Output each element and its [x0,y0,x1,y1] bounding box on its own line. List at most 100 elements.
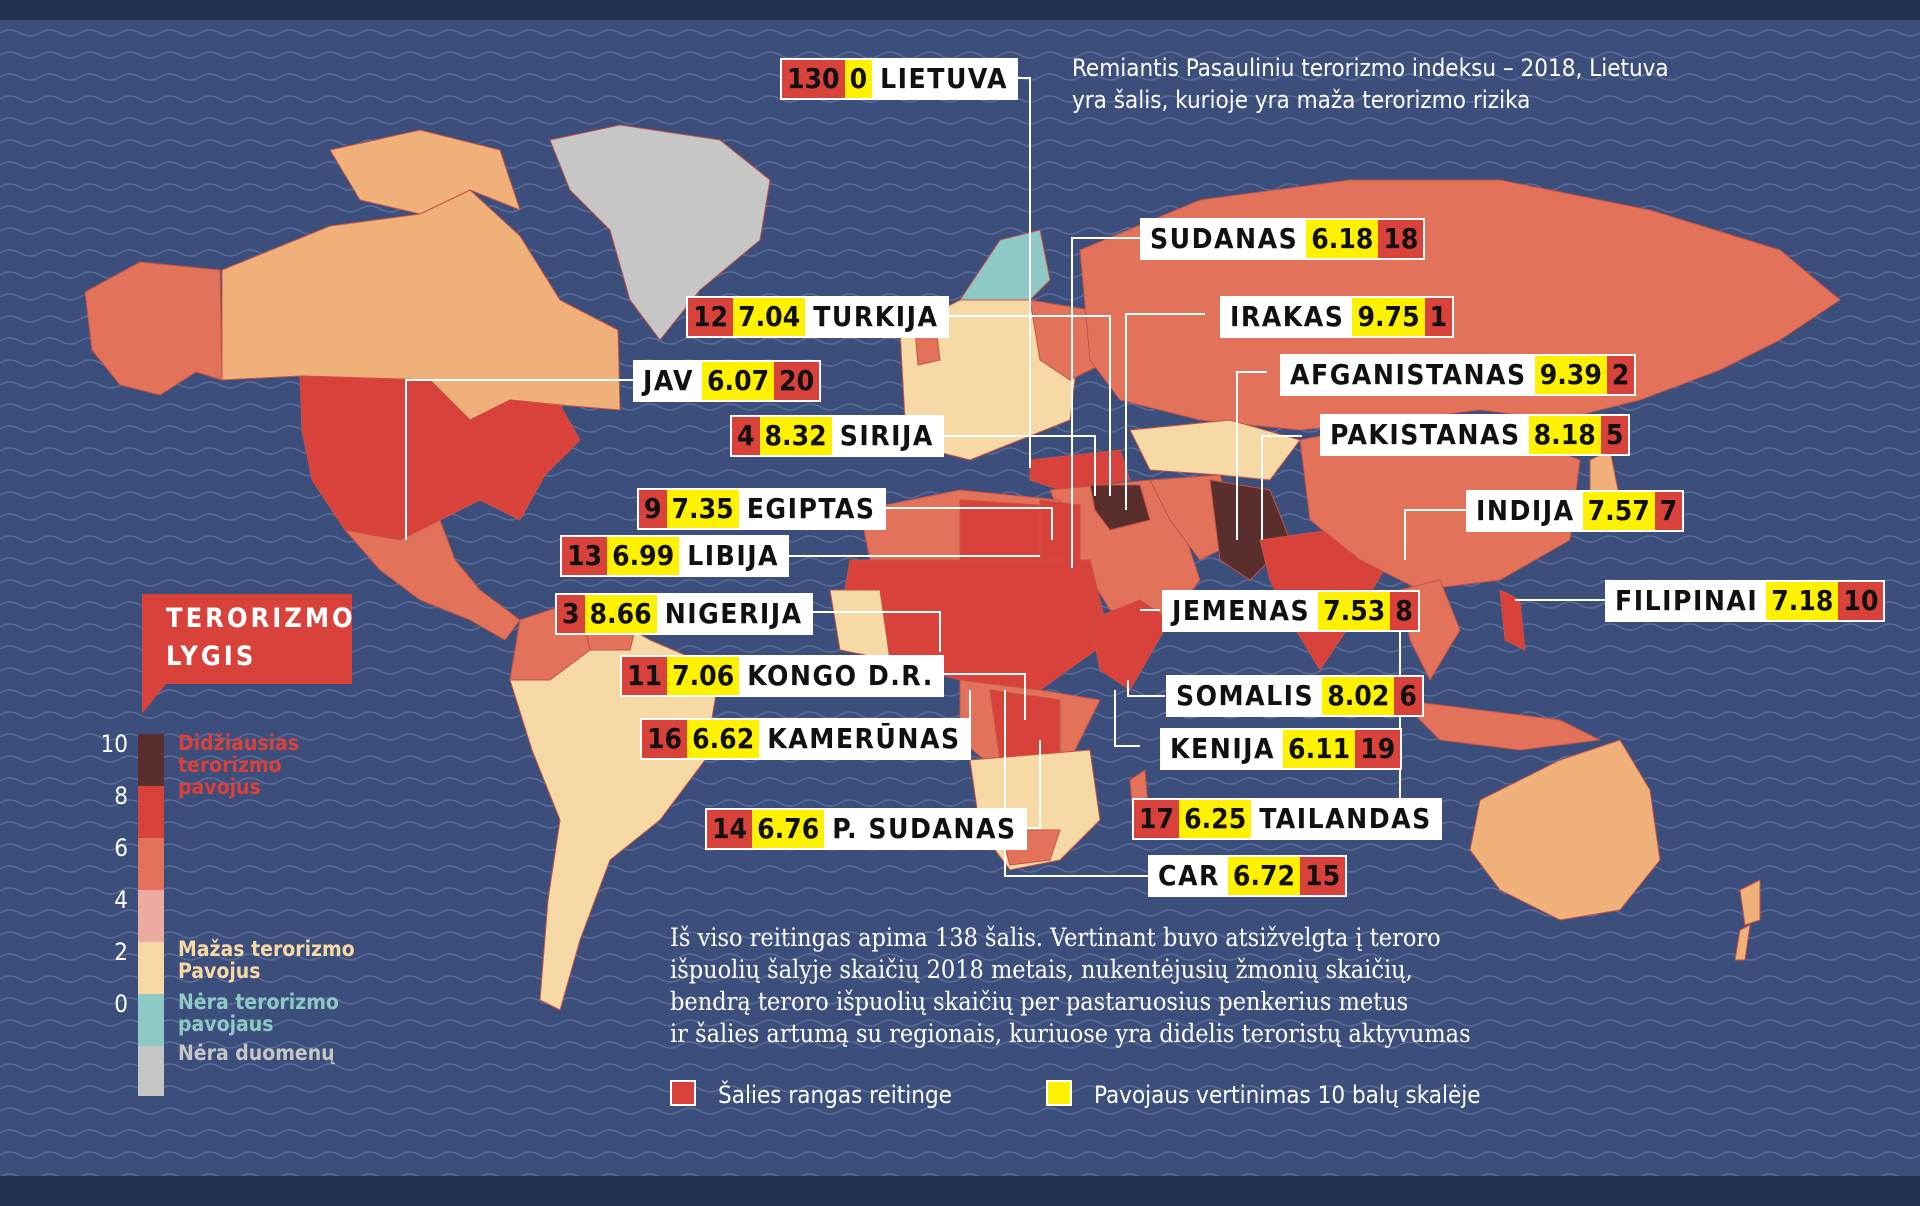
country-score: 7.57 [1582,492,1655,530]
legend-title-line-2: LYGIS [166,641,257,672]
country-rank: 18 [1378,220,1424,258]
country-label-kenija: KENIJA 6.11 19 [1160,728,1403,770]
region-south-america [509,599,721,1011]
country-name: KENIJA [1170,732,1276,765]
country-rank: 6 [1394,677,1422,715]
legend-title-tail [142,684,166,714]
rank-key-label: Šalies rangas reitinge [718,1081,952,1109]
legend-none-l1: Nėra terorizmo [178,990,339,1014]
country-score: 7.53 [1318,592,1391,630]
legend-highest-l1: Didžiausias [178,731,300,755]
country-rank: 9 [639,490,667,528]
country-score: 9.75 [1352,298,1425,336]
country-name: EGIPTAS [746,492,876,525]
country-rank: 7 [1654,492,1683,530]
country-score: 6.76 [752,810,825,848]
legend-title: TERORIZMO LYGIS [142,594,353,684]
intro-line-1: Remiantis Pasauliniu terorizmo indeksu –… [1072,54,1669,82]
legend-nodata-label: Nėra duomenų [178,1041,335,1065]
country-score: 6.62 [687,720,760,758]
country-name: KAMERŪNAS [767,722,961,755]
country-score: 7.04 [733,298,806,336]
country-rank: 15 [1300,857,1346,895]
region-greenland [549,124,771,341]
legend-low-label: Mažas terorizmo Pavojus [178,938,355,982]
country-label-indija: INDIJA 7.57 7 [1466,490,1685,532]
scale-tick: 2 [114,938,128,966]
scale-segment-6 [138,838,164,890]
country-label-somalis: SOMALIS 8.02 6 [1166,675,1424,717]
legend-highest-l2: terorizmo [178,753,282,777]
scale-segment-10 [138,734,164,786]
region-new-zealand [1734,879,1761,961]
country-name: KONGO D.R. [747,659,934,692]
country-name: SIRIJA [839,419,934,452]
scale-tick: 10 [100,730,128,758]
country-name: NIGERIJA [664,597,803,630]
country-label-tailandas: 17 6.25 TAILANDAS [1132,798,1442,840]
country-rank: 17 [1134,800,1180,838]
country-label-filipinai: FILIPINAI 7.18 10 [1605,580,1886,622]
country-score: 6.07 [701,362,775,400]
country-label-kamerūnas: 16 6.62 KAMERŪNAS [640,718,971,760]
scale-tick: 0 [114,990,128,1018]
country-name: TURKIJA [813,300,939,333]
region-arctic-islands [329,129,521,215]
region-alaska [84,261,223,396]
country-rank: 1 [1424,298,1453,336]
country-name: JEMENAS [1172,594,1311,627]
country-name: PAKISTANAS [1330,418,1521,451]
region-horn [1089,599,1171,691]
legend-none-label: Nėra terorizmo pavojaus [178,991,339,1035]
country-score: 7.06 [667,657,740,695]
body-line-3: bendrą teroro išpuolių skaičių per pasta… [670,987,1409,1016]
country-name: TAILANDAS [1259,802,1432,835]
legend-none-l2: pavojaus [178,1012,274,1036]
region-australia [1469,739,1661,921]
country-rank: 130 [782,60,845,98]
country-label-libija: 13 6.99 LIBIJA [560,535,790,577]
country-rank: 8 [1390,592,1418,630]
legend-highest-label: Didžiausias terorizmo pavojus [178,732,299,798]
country-score: 0 [844,60,873,98]
scale-segment-nodata [138,1046,164,1096]
country-rank: 2 [1606,356,1635,394]
country-name: IRAKAS [1230,300,1345,333]
country-label-afganistanas: AFGANISTANAS 9.39 2 [1280,354,1637,396]
legend-low-l1: Mažas terorizmo [178,937,355,961]
country-score: 7.35 [666,490,739,528]
country-label-jemenas: JEMENAS 7.53 8 [1162,590,1420,632]
country-score: 8.32 [759,417,832,455]
intro-line-2: yra šalis, kurioje yra maža terorizmo ri… [1072,86,1531,114]
scale-tick: 4 [114,886,128,914]
rank-key-swatch [670,1080,696,1106]
region-central-asia [1129,419,1301,481]
country-rank: 14 [707,810,753,848]
country-name: JAV [643,364,694,397]
country-label-turkija: 12 7.04 TURKIJA [686,296,949,338]
legend-highest-l3: pavojus [178,775,261,799]
country-score: 6.99 [607,537,680,575]
country-name: LIBIJA [687,539,780,572]
country-label-kongo-d-r-: 11 7.06 KONGO D.R. [620,655,944,697]
country-name: SOMALIS [1176,679,1315,712]
country-label-lietuva: 130 0 LIETUVA [780,58,1018,100]
country-label-nigerija: 3 8.66 NIGERIJA [555,593,813,635]
region-scandinavia [959,229,1051,301]
intro-text: Remiantis Pasauliniu terorizmo indeksu –… [1072,52,1669,116]
country-rank: 10 [1838,582,1884,620]
country-label-pakistanas: PAKISTANAS 8.18 5 [1320,414,1631,456]
body-line-2: išpuolių šalyje skaičių 2018 metais, nuk… [670,955,1413,984]
country-rank: 16 [642,720,688,758]
country-name: INDIJA [1476,494,1575,527]
region-indonesia [1399,699,1601,751]
scale-segment-4 [138,890,164,942]
country-score: 6.11 [1283,730,1356,768]
country-rank: 4 [732,417,760,455]
score-key-swatch [1046,1080,1072,1106]
country-rank: 19 [1355,730,1401,768]
scale-tick: 8 [114,782,128,810]
country-score: 7.18 [1766,582,1839,620]
country-score: 8.66 [584,595,657,633]
